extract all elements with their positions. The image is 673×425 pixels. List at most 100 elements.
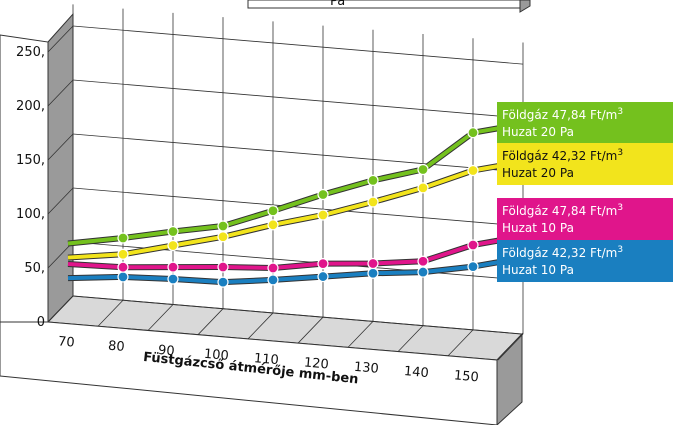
data-point	[317, 258, 329, 270]
floor-tick	[447, 329, 474, 357]
wall-tick	[47, 187, 74, 215]
x-tick-label: 90	[157, 343, 175, 359]
y-tick-label: 200,	[16, 99, 45, 114]
data-point	[117, 232, 129, 244]
x-tick-label: 70	[57, 334, 75, 350]
floor-tick	[97, 299, 124, 327]
floor-tick	[397, 325, 424, 352]
data-point	[417, 266, 429, 278]
data-point	[167, 261, 179, 273]
legend-item: Földgáz 42,32 Ft/m3 Huzat 10 Pa	[497, 240, 673, 282]
data-point	[467, 127, 479, 139]
legend-line2: Huzat 20 Pa	[502, 166, 574, 180]
wall-tick	[47, 133, 74, 161]
legend-sup: 3	[617, 107, 623, 117]
y-tick-labels: 0 50, 100, 150, 200, 250,	[16, 45, 45, 330]
floor-tick	[147, 304, 174, 331]
y-tick-label: 250,	[16, 45, 45, 60]
data-point	[317, 270, 329, 283]
legend-swatch	[497, 198, 673, 240]
series-line	[67, 121, 524, 246]
legend-swatch	[497, 240, 673, 282]
legend-item: Földgáz 42,32 Ft/m3 Huzat 20 Pa	[497, 143, 673, 185]
x-tick-labels: 70 80 90 100 110 120 130 140 150	[57, 334, 479, 385]
data-point	[267, 274, 279, 286]
grid-hline	[72, 25, 524, 65]
legend-swatch	[497, 143, 673, 185]
floor-ticks	[47, 295, 524, 361]
data-point	[467, 164, 479, 177]
series-line	[67, 159, 524, 260]
floor-tick	[497, 333, 524, 361]
wall-tick	[47, 79, 74, 107]
series-line	[67, 255, 524, 285]
legend-item: Földgáz 47,84 Ft/m3 Huzat 20 Pa	[497, 102, 673, 144]
x-tick-label: 120	[303, 355, 329, 372]
legend-line1: Földgáz 47,84 Ft/m3	[502, 203, 623, 218]
legend-sup: 3	[617, 245, 623, 255]
data-point	[317, 188, 329, 201]
grid-hline	[72, 187, 524, 227]
data-point	[167, 225, 179, 238]
data-point	[417, 255, 429, 267]
series-huzat-20-pa	[67, 158, 524, 261]
floor-tick	[47, 295, 74, 323]
y-axis-plate	[0, 34, 49, 323]
data-point	[367, 267, 379, 279]
legend-sup: 3	[617, 203, 623, 213]
data-point	[417, 163, 429, 176]
data-point	[167, 239, 179, 252]
x-tick-label: 80	[107, 339, 125, 355]
floor-tick	[347, 321, 374, 348]
data-point	[467, 239, 479, 251]
data-point	[217, 231, 229, 243]
title-fragment: Pa	[330, 0, 345, 9]
grid	[47, 4, 524, 335]
series-line	[67, 234, 524, 271]
data-point	[217, 261, 229, 273]
y-tick-label: 0	[37, 315, 45, 330]
data-point	[267, 262, 279, 274]
title-box: Pa	[247, 0, 531, 13]
legend-sup: 3	[617, 148, 623, 158]
floor-side	[496, 332, 523, 425]
legend-line2: Huzat 10 Pa	[502, 263, 574, 277]
data-point	[167, 273, 179, 285]
data-point	[267, 205, 279, 217]
wall-tick	[47, 25, 74, 53]
x-tick-label: 100	[203, 347, 229, 364]
x-tick-label: 130	[353, 360, 379, 377]
data-point	[467, 261, 479, 273]
series-huzat-10-pa	[67, 233, 524, 274]
x-tick-label: 110	[253, 351, 279, 368]
legend-line2: Huzat 10 Pa	[502, 221, 574, 235]
data-point	[367, 174, 379, 186]
legend-swatch	[497, 102, 673, 144]
legend-line1: Földgáz 42,32 Ft/m3	[502, 148, 623, 163]
data-point	[217, 220, 229, 232]
data-point	[117, 261, 129, 273]
data-point	[417, 182, 429, 194]
data-point	[317, 209, 329, 221]
data-point	[217, 276, 229, 288]
series-layer	[67, 120, 524, 288]
y-tick-label: 50,	[24, 261, 45, 276]
data-point	[267, 219, 279, 231]
data-point	[117, 271, 129, 283]
floor-tick	[247, 312, 274, 340]
legend-line1: Földgáz 42,32 Ft/m3	[502, 245, 623, 260]
floor-tick	[197, 308, 224, 335]
legend-item: Földgáz 47,84 Ft/m3 Huzat 10 Pa	[497, 198, 673, 240]
floor-tick	[297, 316, 324, 344]
data-point	[367, 257, 379, 270]
data-point	[367, 196, 379, 208]
x-tick-label: 150	[453, 368, 479, 385]
grid-hline	[72, 295, 524, 335]
data-point	[117, 248, 129, 260]
y-tick-label: 150,	[16, 153, 45, 168]
grid-hline	[72, 133, 524, 173]
legend-line1: Földgáz 47,84 Ft/m3	[502, 107, 623, 122]
x-tick-label: 140	[403, 364, 429, 381]
